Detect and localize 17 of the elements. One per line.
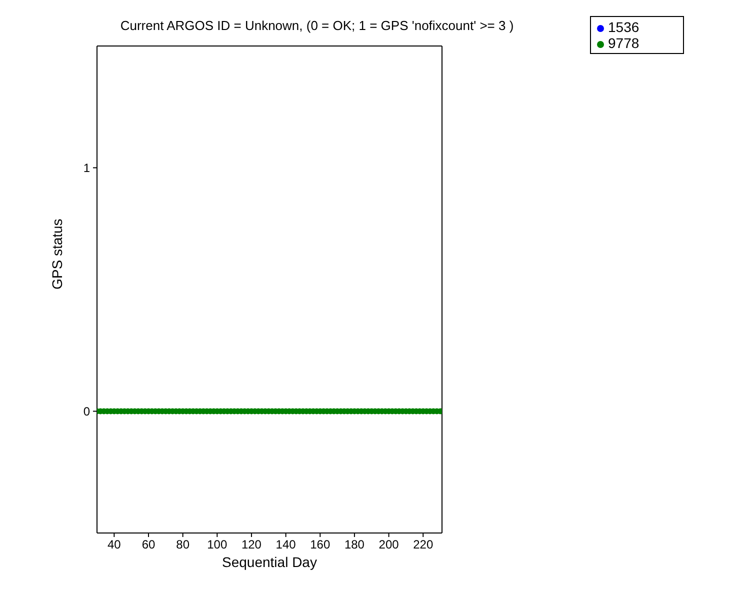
x-tick-label: 160: [310, 538, 330, 552]
x-tick-label: 120: [241, 538, 262, 552]
y-axis-title: GPS status: [48, 218, 65, 290]
x-tick-label: 40: [107, 538, 122, 552]
x-tick-label: 180: [344, 538, 365, 552]
x-tick-label: 60: [142, 538, 156, 552]
x-tick-label: 200: [378, 538, 400, 552]
chart-title: Current ARGOS ID = Unknown, (0 = OK; 1 = GPS 'nofixcount' >= 3 ): [119, 18, 515, 33]
y-tick-label: 1: [83, 161, 90, 176]
x-tick-label: 100: [207, 538, 228, 552]
legend-label: 1536: [608, 19, 640, 35]
x-tick-label: 140: [276, 538, 296, 552]
x-axis-title: Sequential Day: [222, 554, 317, 570]
x-tick-label: 80: [176, 538, 190, 552]
x-tick-label: 220: [413, 538, 434, 552]
legend-label: 9778: [608, 35, 640, 51]
y-tick-label: 0: [83, 404, 90, 419]
